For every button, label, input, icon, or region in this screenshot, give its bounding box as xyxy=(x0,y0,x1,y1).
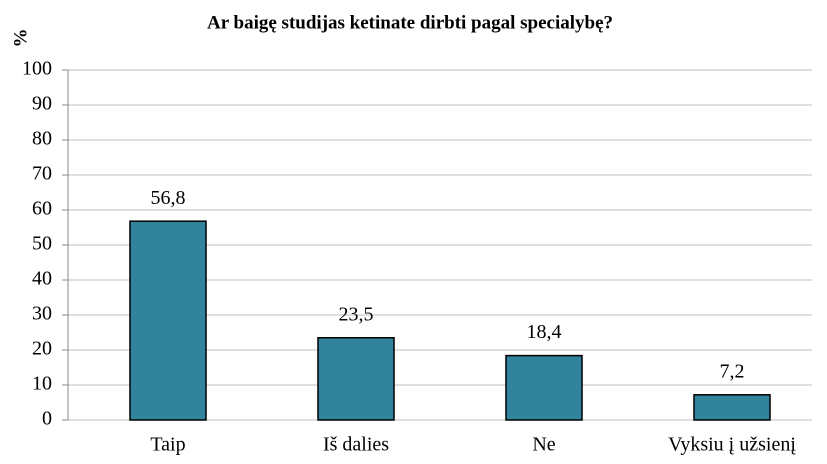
y-tick-label: 30 xyxy=(32,303,52,325)
x-tick-label: Iš dalies xyxy=(323,434,389,456)
y-tick-label: 100 xyxy=(22,58,52,80)
x-tick-label: Taip xyxy=(150,434,185,456)
y-tick-label: 80 xyxy=(32,128,52,150)
y-tick-label: 20 xyxy=(32,338,52,360)
value-label: 7,2 xyxy=(720,360,745,382)
y-tick-label: 60 xyxy=(32,198,52,220)
y-tick-label: 10 xyxy=(32,373,52,395)
y-tick-label: 0 xyxy=(42,408,52,430)
y-tick-label: 70 xyxy=(32,163,52,185)
y-axis-label: % xyxy=(10,29,31,48)
value-label: 56,8 xyxy=(151,187,186,209)
y-tick-label: 90 xyxy=(32,93,52,115)
bar xyxy=(505,354,583,421)
value-label: 23,5 xyxy=(339,303,374,325)
value-label: 18,4 xyxy=(527,321,562,343)
bar xyxy=(129,220,207,421)
chart-title: Ar baigę studijas ketinate dirbti pagal … xyxy=(207,12,613,33)
y-tick-label: 40 xyxy=(32,268,52,290)
bar xyxy=(693,394,771,421)
x-tick-label: Ne xyxy=(532,434,555,456)
y-tick-label: 50 xyxy=(32,233,52,255)
x-tick-label: Vyksiu į užsienį xyxy=(668,434,796,456)
bar xyxy=(317,337,395,421)
